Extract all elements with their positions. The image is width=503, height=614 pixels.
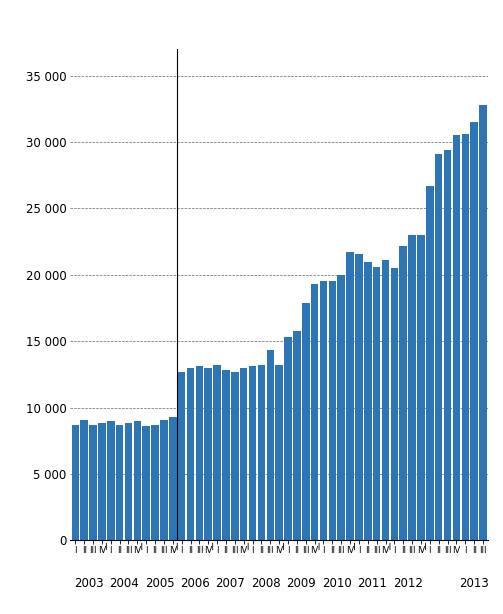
Bar xyxy=(320,281,327,540)
Bar xyxy=(213,365,221,540)
Text: 2010: 2010 xyxy=(322,577,352,590)
Bar xyxy=(222,370,230,540)
Text: 2009: 2009 xyxy=(286,577,316,590)
Bar xyxy=(107,421,115,540)
Text: 2007: 2007 xyxy=(216,577,245,590)
Bar xyxy=(284,337,292,540)
Bar xyxy=(178,371,186,540)
Bar xyxy=(231,371,238,540)
Bar xyxy=(71,425,79,540)
Bar xyxy=(462,134,469,540)
Bar xyxy=(391,268,398,540)
Bar xyxy=(479,105,487,540)
Text: 2008: 2008 xyxy=(251,577,281,590)
Bar xyxy=(151,425,159,540)
Bar xyxy=(355,254,363,540)
Bar xyxy=(89,425,97,540)
Text: 2004: 2004 xyxy=(109,577,139,590)
Bar xyxy=(444,150,451,540)
Bar xyxy=(98,424,106,540)
Bar xyxy=(453,136,460,540)
Bar xyxy=(142,426,150,540)
Bar xyxy=(328,281,336,540)
Bar xyxy=(258,365,265,540)
Bar xyxy=(169,417,177,540)
Bar xyxy=(311,284,318,540)
Bar xyxy=(426,186,434,540)
Bar xyxy=(160,419,167,540)
Bar xyxy=(346,252,354,540)
Text: 2005: 2005 xyxy=(145,577,175,590)
Bar xyxy=(470,122,478,540)
Bar xyxy=(125,424,132,540)
Bar xyxy=(382,260,389,540)
Bar xyxy=(116,425,123,540)
Bar xyxy=(338,275,345,540)
Bar xyxy=(205,368,212,540)
Bar xyxy=(80,419,88,540)
Bar xyxy=(249,367,257,540)
Text: 2012: 2012 xyxy=(393,577,423,590)
Bar xyxy=(373,267,380,540)
Bar xyxy=(196,367,203,540)
Bar xyxy=(435,154,443,540)
Bar xyxy=(408,235,416,540)
Bar xyxy=(399,246,407,540)
Bar xyxy=(240,368,247,540)
Text: 2013: 2013 xyxy=(459,577,489,590)
Bar xyxy=(267,351,274,540)
Bar xyxy=(364,262,372,540)
Text: 2006: 2006 xyxy=(180,577,210,590)
Text: 2003: 2003 xyxy=(74,577,104,590)
Bar xyxy=(134,421,141,540)
Bar xyxy=(302,303,309,540)
Bar xyxy=(293,330,301,540)
Bar xyxy=(187,368,194,540)
Text: 2011: 2011 xyxy=(357,577,387,590)
Bar xyxy=(417,235,425,540)
Bar xyxy=(276,365,283,540)
